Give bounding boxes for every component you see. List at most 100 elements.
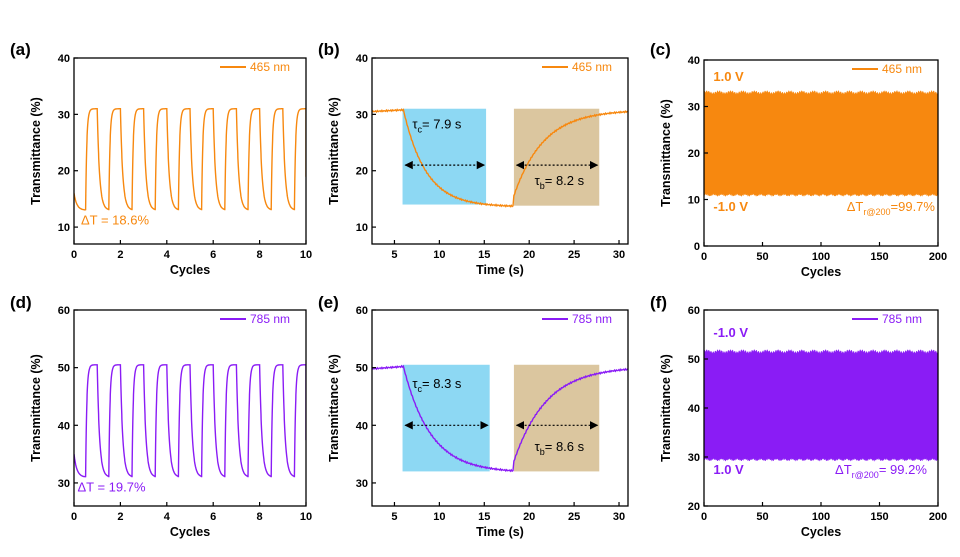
annotation-main: τ — [535, 439, 541, 454]
y-tick-label: 20 — [356, 166, 368, 178]
annotation-main: ΔT = 18.6% — [81, 212, 150, 227]
chart-panel-a: (a) 465 nm ΔT = 18.6% 0 2 4 6 8 10 10 20 30 40 Cycles… — [10, 40, 312, 277]
y-tick-label: 10 — [688, 195, 700, 207]
annotation: -1.0 V — [713, 199, 748, 214]
annotation: τb= 8.2 s — [535, 173, 585, 191]
x-tick-label: 150 — [870, 511, 888, 523]
chart-panel-f: (f) 785 nm -1.0 V 1.0 V ΔTr@200= 99.2% 0 50 100… — [650, 293, 947, 539]
series-band — [704, 89, 938, 198]
y-tick-label: 50 — [688, 354, 700, 366]
annotation: 1.0 V — [713, 462, 744, 477]
annotation-rest: = 7.9 s — [422, 116, 462, 131]
y-axis-label: Transmittance (%) — [659, 354, 673, 462]
y-tick-label: 40 — [356, 420, 368, 432]
x-tick-label: 20 — [523, 249, 535, 261]
y-tick-label: 50 — [356, 363, 368, 375]
annotation-main: τ — [535, 173, 541, 188]
annotation-sub: b — [540, 181, 545, 191]
annotation-sub: c — [418, 124, 423, 134]
x-tick-label: 2 — [117, 511, 123, 523]
y-tick-label: 40 — [688, 55, 700, 67]
x-axis-label: Cycles — [801, 525, 841, 539]
x-tick-label: 0 — [701, 251, 707, 263]
y-tick-label: 30 — [688, 102, 700, 114]
annotation-main: τ — [412, 376, 418, 391]
annotation-main: -1.0 V — [713, 199, 748, 214]
x-tick-label: 30 — [613, 511, 625, 523]
y-tick-label: 30 — [58, 109, 70, 121]
x-tick-label: 8 — [257, 249, 263, 261]
x-tick-label: 6 — [210, 511, 216, 523]
annotation-rest: = 8.2 s — [545, 173, 585, 188]
x-axis-label: Cycles — [170, 263, 210, 277]
annotation-rest: = 8.6 s — [545, 439, 585, 454]
x-tick-label: 6 — [210, 249, 216, 261]
series-band — [704, 348, 938, 462]
y-tick-label: 20 — [688, 501, 700, 513]
annotation-sub: c — [418, 384, 423, 394]
y-tick-label: 10 — [58, 222, 70, 234]
legend-label: 785 nm — [882, 312, 922, 326]
x-axis-label: Time (s) — [476, 525, 524, 539]
x-tick-label: 50 — [756, 251, 768, 263]
annotation-sub: b — [540, 447, 545, 457]
annotation-rest: =99.7% — [891, 199, 936, 214]
x-axis-label: Time (s) — [476, 263, 524, 277]
legend-label: 465 nm — [572, 60, 612, 74]
x-tick-label: 100 — [812, 511, 830, 523]
y-tick-label: 40 — [58, 420, 70, 432]
annotation: τb= 8.6 s — [535, 439, 585, 457]
x-tick-label: 10 — [433, 511, 445, 523]
x-tick-label: 15 — [478, 511, 490, 523]
x-axis-label: Cycles — [801, 265, 841, 279]
annotation: τc= 8.3 s — [412, 376, 462, 394]
x-tick-label: 5 — [391, 249, 397, 261]
annotation-main: ΔT — [835, 462, 852, 477]
annotation: 1.0 V — [713, 69, 744, 84]
annotation-main: ΔT = 19.7% — [77, 480, 146, 495]
panel-label: (a) — [10, 40, 31, 59]
series-line — [372, 108, 628, 208]
annotation: ΔT = 18.6% — [81, 212, 150, 227]
series-line — [74, 108, 306, 211]
annotation-main: 1.0 V — [713, 69, 744, 84]
plot-frame — [73, 309, 307, 507]
annotation: -1.0 V — [713, 325, 748, 340]
plot-frame — [371, 57, 629, 245]
legend-label: 785 nm — [250, 312, 290, 326]
x-tick-label: 4 — [164, 511, 171, 523]
x-tick-label: 100 — [812, 251, 830, 263]
y-tick-label: 40 — [688, 403, 700, 415]
y-tick-label: 20 — [58, 166, 70, 178]
series-line — [74, 364, 306, 478]
time-constant-box — [513, 108, 600, 206]
x-tick-label: 25 — [568, 249, 580, 261]
y-tick-label: 30 — [58, 478, 70, 490]
y-axis-label: Transmittance (%) — [327, 354, 341, 462]
legend-label: 465 nm — [882, 62, 922, 76]
annotation-main: τ — [412, 116, 418, 131]
x-tick-label: 4 — [164, 249, 171, 261]
y-axis-label: Transmittance (%) — [29, 354, 43, 462]
x-tick-label: 10 — [300, 249, 312, 261]
x-tick-label: 8 — [257, 511, 263, 523]
y-tick-label: 50 — [58, 363, 70, 375]
annotation: ΔT = 19.7% — [77, 480, 146, 495]
y-axis-label: Transmittance (%) — [327, 97, 341, 205]
time-constant-box — [402, 108, 487, 205]
y-tick-label: 0 — [694, 241, 700, 253]
y-axis-label: Transmittance (%) — [659, 99, 673, 207]
x-axis-label: Cycles — [170, 525, 210, 539]
x-tick-label: 0 — [71, 249, 77, 261]
panel-label: (b) — [318, 40, 340, 59]
annotation-sub: r@200 — [863, 207, 890, 217]
panel-label: (c) — [650, 40, 671, 59]
x-tick-label: 10 — [300, 511, 312, 523]
y-tick-label: 60 — [58, 305, 70, 317]
legend-label: 465 nm — [250, 60, 290, 74]
chart-panel-d: (d) 785 nm ΔT = 19.7% 0 2 4 6 8 10 30 40 50 60 Cycles… — [10, 293, 312, 539]
annotation: ΔTr@200= 99.2% — [835, 462, 927, 480]
y-tick-label: 60 — [688, 305, 700, 317]
